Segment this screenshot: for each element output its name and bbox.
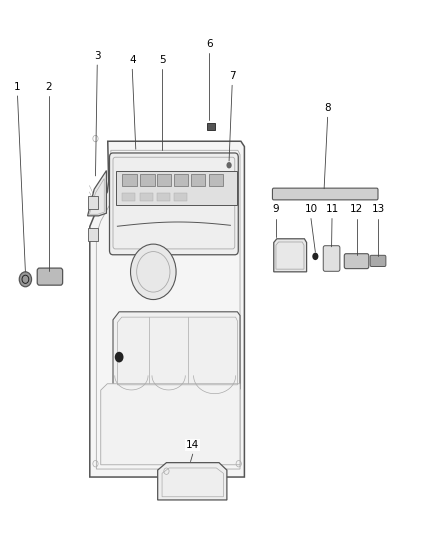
Circle shape (131, 244, 176, 300)
Text: 5: 5 (159, 55, 166, 65)
Bar (122, 192, 135, 201)
Bar (122, 174, 137, 186)
Bar (207, 123, 215, 130)
FancyBboxPatch shape (370, 255, 386, 266)
FancyBboxPatch shape (37, 268, 63, 285)
Text: 4: 4 (129, 55, 136, 65)
Circle shape (19, 272, 32, 287)
Text: 7: 7 (229, 71, 236, 81)
Bar (140, 174, 155, 186)
Bar (140, 192, 153, 201)
Text: 9: 9 (272, 204, 279, 214)
Text: 13: 13 (371, 204, 385, 214)
Polygon shape (113, 312, 240, 389)
FancyBboxPatch shape (323, 246, 340, 271)
Bar (174, 192, 187, 201)
Text: 10: 10 (304, 204, 318, 214)
Text: 2: 2 (46, 82, 53, 92)
FancyBboxPatch shape (110, 153, 238, 255)
Bar (88, 228, 98, 241)
FancyBboxPatch shape (344, 254, 369, 269)
Polygon shape (158, 463, 227, 500)
Bar (191, 174, 205, 186)
Polygon shape (90, 141, 244, 477)
Text: 11: 11 (325, 204, 339, 214)
Circle shape (115, 352, 124, 362)
Polygon shape (88, 171, 106, 216)
Bar (116, 171, 237, 205)
Bar (174, 174, 188, 186)
Polygon shape (274, 239, 307, 272)
Text: 8: 8 (324, 103, 331, 113)
Circle shape (312, 253, 318, 260)
Text: 14: 14 (186, 440, 199, 450)
Circle shape (226, 162, 232, 168)
Text: 6: 6 (206, 39, 213, 49)
Text: 3: 3 (94, 51, 101, 61)
Polygon shape (101, 384, 240, 465)
Bar (157, 174, 172, 186)
FancyBboxPatch shape (272, 188, 378, 200)
Text: 12: 12 (350, 204, 363, 214)
Text: 1: 1 (14, 82, 21, 92)
Bar (157, 192, 170, 201)
Bar (88, 196, 98, 209)
Bar (209, 174, 223, 186)
